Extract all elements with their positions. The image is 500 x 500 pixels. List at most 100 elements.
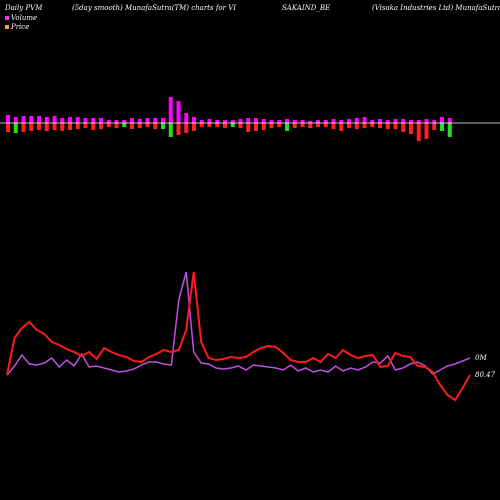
- volume-bar-down: [269, 123, 274, 128]
- volume-bar-up: [52, 116, 57, 123]
- volume-bar-up: [199, 120, 204, 123]
- volume-bar-up: [285, 119, 289, 123]
- volume-bar-up: [316, 120, 320, 123]
- volume-bar-up: [29, 116, 34, 123]
- legend-price: Price: [5, 23, 29, 31]
- volume-bar-down: [378, 123, 382, 128]
- volume-bar-up: [60, 118, 65, 123]
- volume-bar-down: [6, 123, 10, 132]
- volume-bar-down: [68, 123, 72, 130]
- volume-bar-up: [153, 118, 158, 123]
- volume-bar-up: [137, 119, 142, 123]
- volume-bar-up: [238, 119, 243, 123]
- volume-bar-down: [161, 123, 165, 129]
- volume-bar-down: [385, 123, 390, 129]
- volume-bar-down: [122, 123, 127, 127]
- volume-bar-up: [223, 120, 227, 123]
- volume-bar-up: [401, 119, 406, 123]
- volume-bar-up: [254, 118, 258, 123]
- volume-bar-down: [300, 123, 305, 127]
- volume-bar-up: [184, 113, 189, 123]
- volume-bar-down: [13, 123, 18, 133]
- volume-bar-up: [99, 118, 103, 123]
- volume-bar-up: [300, 120, 305, 123]
- volume-bar-up: [176, 101, 181, 123]
- volume-bar-down: [339, 123, 344, 131]
- volume-series-line: [6, 271, 471, 376]
- volume-bar-up: [68, 117, 72, 123]
- volume-bar-up: [106, 120, 111, 123]
- volume-bar-down: [285, 123, 289, 131]
- volume-bar-up: [168, 97, 173, 123]
- volume-bar-down: [52, 123, 57, 130]
- volume-bar-down: [354, 123, 359, 129]
- volume-bar-up: [161, 118, 165, 123]
- volume-bar-down: [91, 123, 96, 130]
- volume-bar-down: [145, 123, 150, 127]
- volume-bar-down: [362, 123, 367, 128]
- volume-bar-up: [292, 120, 297, 123]
- volume-bar-down: [106, 123, 111, 127]
- volume-bar-down: [60, 123, 65, 131]
- volume-bar-down: [114, 123, 119, 128]
- volume-bar-down: [207, 123, 212, 127]
- volume-bar-down: [184, 123, 189, 133]
- volume-bar-up: [114, 120, 119, 123]
- volume-bar-down: [168, 123, 173, 137]
- volume-bar-up: [339, 120, 344, 123]
- volume-bar-down: [215, 123, 220, 127]
- volume-bar-up: [37, 116, 41, 123]
- volume-bar-down: [393, 123, 398, 129]
- legend-price-label: Price: [11, 23, 30, 31]
- volume-bar-down: [254, 123, 258, 131]
- volume-bar-up: [269, 120, 274, 123]
- header-left: Daily PVM: [5, 4, 43, 12]
- volume-bar-up: [6, 115, 10, 123]
- volume-bar-up: [192, 117, 196, 123]
- legend-volume-swatch: [5, 16, 9, 20]
- volume-bar-up: [130, 118, 134, 123]
- volume-bar-up: [331, 119, 336, 123]
- volume-bar-up: [207, 119, 212, 123]
- volume-bar-down: [370, 123, 375, 127]
- volume-bar-up: [91, 118, 96, 123]
- volume-bar-down: [316, 123, 320, 127]
- volume-bar-down: [75, 123, 80, 129]
- volume-bar-up: [416, 120, 421, 123]
- volume-bar-up: [308, 121, 313, 123]
- volume-end-label: 0M: [475, 354, 487, 362]
- volume-bar-down: [401, 123, 406, 132]
- volume-bar-down: [308, 123, 313, 128]
- volume-bar-down: [230, 123, 235, 127]
- volume-bar-up: [323, 120, 328, 123]
- volume-bar-up: [122, 120, 127, 123]
- volume-bar-down: [130, 123, 134, 129]
- volume-bars: [6, 97, 452, 141]
- legend-price-swatch: [5, 25, 9, 29]
- volume-bar-up: [83, 118, 88, 123]
- volume-bar-down: [44, 123, 49, 131]
- volume-bar-down: [21, 123, 26, 132]
- volume-bar-up: [393, 119, 398, 123]
- volume-bar-up: [409, 120, 413, 123]
- volume-bar-down: [277, 123, 282, 127]
- volume-bar-down: [323, 123, 328, 127]
- volume-bar-up: [378, 119, 382, 123]
- volume-bar-up: [215, 120, 220, 123]
- volume-bar-up: [424, 119, 429, 123]
- header-center-left: (5day smooth) MunafaSutra(TM) charts for…: [72, 4, 237, 12]
- header-center: SAKAIND_BE: [282, 4, 331, 12]
- volume-bar-down: [83, 123, 88, 128]
- volume-bar-down: [192, 123, 196, 131]
- volume-bar-down: [29, 123, 34, 131]
- volume-bar-up: [347, 119, 351, 123]
- volume-bar-down: [246, 123, 251, 132]
- volume-bar-down: [223, 123, 227, 128]
- volume-bar-up: [370, 120, 375, 123]
- price-series-line: [6, 271, 471, 402]
- volume-bar-down: [424, 123, 429, 139]
- volume-bar-down: [447, 123, 452, 137]
- volume-bar-up: [440, 117, 444, 123]
- volume-bar-up: [362, 117, 367, 123]
